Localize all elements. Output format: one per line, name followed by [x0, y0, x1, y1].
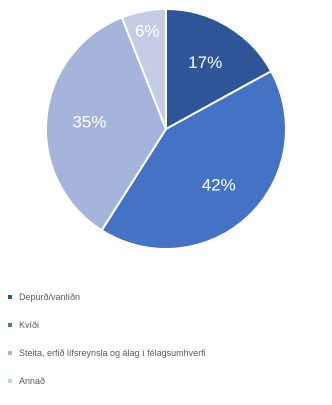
legend-swatch-kvidi — [8, 322, 12, 327]
chart-legend: Depurð/vanlíðn Kvíði Steita, erfið lífsr… — [6, 286, 328, 398]
legend-item-depurd: Depurð/vanlíðn — [6, 286, 328, 307]
legend-label-depurd: Depurð/vanlíðn — [19, 291, 81, 302]
legend-swatch-depurd — [8, 294, 12, 299]
pie-slices — [45, 8, 287, 250]
legend-label-streita: Steita, erfið lífsreynsla og álag í féla… — [19, 347, 206, 358]
legend-label-annad: Annað — [19, 375, 46, 386]
pie-slice-streita — [45, 16, 167, 232]
pie-slice-kvidi — [100, 70, 287, 250]
data-label-annad: 6% — [135, 21, 160, 40]
legend-item-kvidi: Kvíði — [6, 314, 328, 335]
data-label-streita: 35% — [72, 112, 106, 131]
pie-slice-annad — [120, 8, 167, 130]
data-label-depurd: 17% — [188, 53, 222, 72]
legend-item-streita: Steita, erfið lífsreynsla og álag í féla… — [6, 342, 328, 363]
legend-swatch-streita — [8, 350, 12, 355]
legend-label-kvidi: Kvíði — [19, 319, 40, 330]
pie-data-labels: 17% 42% 35% 6% — [72, 21, 235, 194]
pie-slice-depurd — [165, 8, 273, 130]
data-label-kvidi: 42% — [202, 176, 236, 195]
legend-item-annad: Annað — [6, 370, 328, 391]
legend-swatch-annad — [8, 378, 12, 383]
pie-chart: 17% 42% 35% 6% — [45, 8, 287, 250]
